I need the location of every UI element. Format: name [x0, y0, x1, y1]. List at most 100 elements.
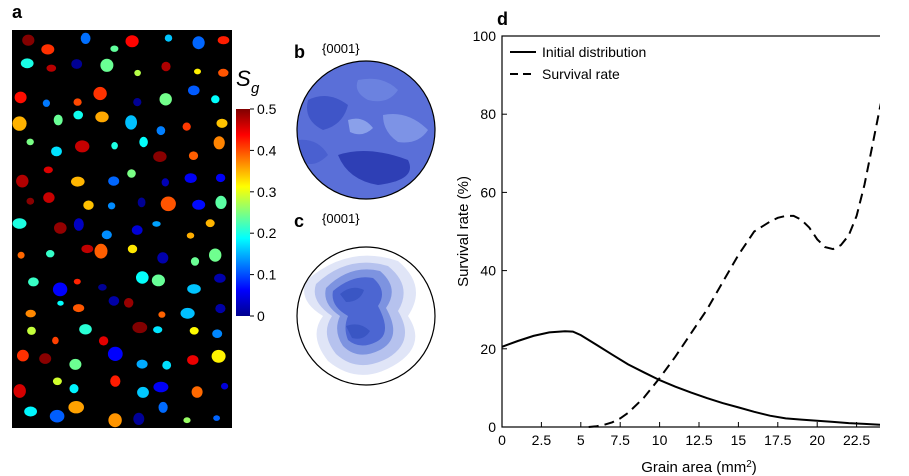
grain	[100, 58, 114, 72]
grain	[205, 219, 215, 228]
x-tick-label: 7.5	[610, 432, 630, 448]
colorbar-tick-label: 0	[257, 308, 265, 324]
grain	[192, 36, 205, 50]
grain	[211, 95, 220, 104]
grain	[69, 358, 82, 370]
x-tick-label: 5	[577, 432, 585, 448]
grain	[98, 284, 107, 291]
panel-letter-c: c	[294, 211, 305, 231]
x-tick-label: 22.5	[843, 432, 870, 448]
grain	[24, 406, 37, 417]
grain	[133, 98, 142, 107]
colorbar-tick-label: 0.2	[257, 225, 277, 241]
grain	[51, 146, 62, 157]
grain	[218, 68, 229, 77]
grain	[53, 114, 63, 126]
pole-figure-c	[296, 246, 436, 386]
y-tick-label: 80	[480, 106, 496, 122]
grain	[43, 192, 55, 203]
grain	[73, 278, 81, 285]
colorbar-symbol: S	[236, 66, 251, 91]
series-line-survival-rate	[588, 102, 880, 428]
pole-figure-b-label: {0001}	[322, 41, 360, 56]
grain	[13, 384, 26, 398]
grain	[54, 222, 67, 234]
colorbar-tick-label: 0.1	[257, 267, 277, 283]
grain	[43, 166, 53, 174]
grain	[108, 176, 120, 186]
grain	[188, 85, 200, 96]
grain	[73, 218, 84, 231]
grain	[73, 110, 83, 120]
pole-figure-c-label: {0001}	[322, 211, 360, 226]
panel-letter-b: b	[294, 42, 305, 62]
grain	[213, 415, 221, 421]
grain	[209, 248, 222, 262]
grain	[52, 377, 62, 386]
x-tick-label: 0	[498, 432, 506, 448]
grain	[42, 99, 50, 107]
grain	[26, 197, 35, 205]
grain	[137, 386, 149, 398]
grain	[52, 336, 59, 345]
colorbar: S g 0.5 0.4 0.3 0.2 0.1 0	[236, 66, 277, 324]
grain	[152, 221, 161, 227]
colorbar-tick-label: 0.3	[257, 184, 277, 200]
x-axis-label: Grain area (mm2)	[641, 459, 757, 476]
grain	[183, 417, 191, 424]
grain	[124, 298, 134, 308]
grain	[180, 307, 195, 319]
grain	[132, 321, 148, 334]
grain	[22, 34, 35, 46]
grain	[80, 32, 91, 44]
grain	[125, 35, 139, 48]
grain	[153, 326, 163, 334]
panel-letter-d: d	[497, 9, 508, 29]
grain	[136, 271, 149, 284]
grain	[110, 45, 119, 52]
grain	[214, 273, 226, 283]
grain	[153, 381, 169, 393]
grain	[71, 59, 83, 69]
grain	[213, 136, 225, 150]
grain	[41, 44, 55, 55]
grain	[12, 218, 27, 229]
x-tick-label: 15	[731, 432, 747, 448]
grain	[28, 277, 39, 287]
y-tick-label: 100	[473, 28, 497, 44]
grain	[73, 98, 82, 106]
grain	[137, 197, 146, 208]
grain	[156, 126, 166, 136]
grain	[139, 136, 148, 148]
grain	[221, 382, 229, 390]
panel-letter-a: a	[12, 2, 23, 22]
grain	[125, 115, 137, 130]
grain	[182, 122, 191, 131]
grain	[153, 151, 167, 162]
grain	[71, 176, 85, 187]
grain	[12, 116, 27, 131]
grain	[217, 36, 230, 45]
grain	[101, 230, 112, 240]
grain	[159, 93, 172, 106]
x-tick-label: 10	[652, 432, 668, 448]
grain	[93, 86, 107, 101]
colorbar-gradient	[236, 109, 250, 316]
grain	[98, 336, 109, 346]
grain	[49, 409, 65, 423]
grain	[127, 169, 136, 178]
grain	[52, 282, 68, 297]
grain	[25, 309, 36, 318]
grain	[216, 118, 228, 128]
grain	[151, 274, 165, 287]
grain	[215, 303, 226, 314]
grain	[164, 34, 173, 42]
grain	[95, 111, 109, 123]
grain	[190, 257, 200, 266]
grain	[191, 386, 203, 398]
grain	[20, 58, 34, 69]
grain	[17, 251, 25, 259]
grain	[94, 243, 108, 259]
grain	[16, 174, 29, 188]
